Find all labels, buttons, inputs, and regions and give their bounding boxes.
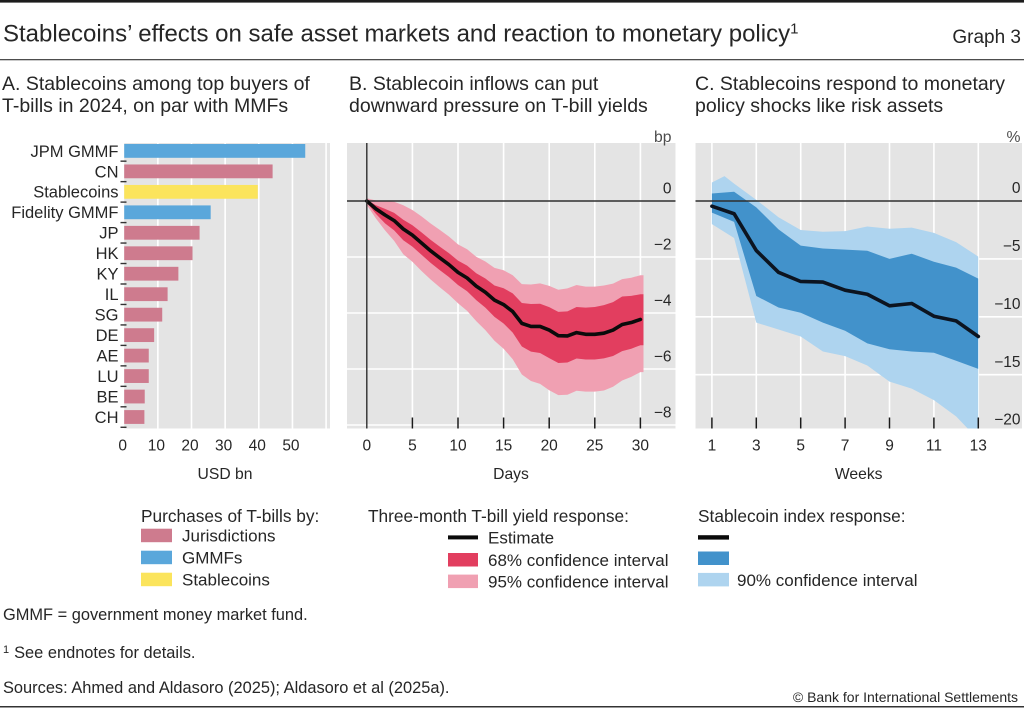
svg-text:−15: −15 <box>994 354 1020 371</box>
svg-text:downward pressure on T-bill yi: downward pressure on T-bill yields <box>349 95 648 117</box>
svg-text:AE: AE <box>96 348 118 366</box>
svg-text:Graph 3: Graph 3 <box>952 27 1021 48</box>
svg-text:−6: −6 <box>654 349 672 366</box>
svg-text:5: 5 <box>408 438 417 455</box>
svg-text:C. Stablecoins respond to mone: C. Stablecoins respond to monetary <box>695 73 1005 95</box>
svg-text:−8: −8 <box>654 405 672 422</box>
svg-text:© Bank for International Settl: © Bank for International Settlements <box>793 689 1018 705</box>
svg-text:HK: HK <box>96 245 119 263</box>
svg-text:DE: DE <box>96 327 119 345</box>
svg-text:JPM GMMF: JPM GMMF <box>31 143 119 161</box>
svg-text:7: 7 <box>841 438 850 455</box>
svg-text:0: 0 <box>1012 180 1021 197</box>
svg-text:30: 30 <box>632 438 650 455</box>
svg-text:A. Stablecoins among top buyer: A. Stablecoins among top buyers of <box>2 73 310 95</box>
svg-text:IL: IL <box>105 286 119 304</box>
svg-text:Days: Days <box>493 466 529 483</box>
svg-text:0: 0 <box>362 438 371 455</box>
svg-text:BE: BE <box>96 388 118 406</box>
svg-text:JP: JP <box>99 225 118 243</box>
svg-text:bp: bp <box>654 129 672 146</box>
svg-text:20: 20 <box>181 438 199 455</box>
svg-text:GMMF = government money market: GMMF = government money market fund. <box>3 606 308 624</box>
svg-text:CH: CH <box>95 409 119 427</box>
svg-text:Jurisdictions: Jurisdictions <box>182 527 276 546</box>
svg-text:−2: −2 <box>654 237 672 254</box>
svg-text:9: 9 <box>885 438 894 455</box>
svg-text:Purchases of T-bills by:: Purchases of T-bills by: <box>141 506 319 526</box>
svg-text:KY: KY <box>96 266 118 284</box>
svg-text:11: 11 <box>926 438 942 455</box>
svg-text:0: 0 <box>663 181 672 198</box>
svg-text:−5: −5 <box>1003 238 1021 255</box>
svg-text:GMMFs: GMMFs <box>182 549 242 568</box>
svg-text:Estimate: Estimate <box>488 529 554 548</box>
svg-text:Sources: Ahmed and Aldasoro (2: Sources: Ahmed and Aldasoro (2025); Alda… <box>3 679 449 697</box>
svg-text:B. Stablecoin inflows can put: B. Stablecoin inflows can put <box>349 73 599 95</box>
svg-text:10: 10 <box>449 438 467 455</box>
svg-text:Three-month T-bill yield respo: Three-month T-bill yield response: <box>368 506 629 526</box>
svg-text:68% confidence interval: 68% confidence interval <box>488 551 669 570</box>
svg-text:90% confidence interval: 90% confidence interval <box>737 571 918 590</box>
svg-text:T-bills in 2024, on par with M: T-bills in 2024, on par with MMFs <box>2 95 288 117</box>
svg-text:Stablecoins: Stablecoins <box>33 184 118 202</box>
svg-text:Stablecoin index response:: Stablecoin index response: <box>698 506 906 526</box>
svg-text:5: 5 <box>796 438 805 455</box>
svg-text:15: 15 <box>495 438 512 455</box>
svg-text:−20: −20 <box>994 412 1021 429</box>
svg-text:10: 10 <box>148 438 166 455</box>
svg-text:policy shocks like risk assets: policy shocks like risk assets <box>695 95 943 117</box>
svg-text:USD bn: USD bn <box>198 466 253 483</box>
svg-text:20: 20 <box>541 438 559 455</box>
svg-text:CN: CN <box>95 163 119 181</box>
svg-text:SG: SG <box>95 307 119 325</box>
svg-text:40: 40 <box>249 438 267 455</box>
svg-text:95% confidence interval: 95% confidence interval <box>488 572 669 591</box>
svg-text:50: 50 <box>282 438 300 455</box>
svg-text:13: 13 <box>970 438 987 455</box>
svg-text:%: % <box>1007 129 1021 146</box>
svg-text:Stablecoins: Stablecoins <box>182 571 270 590</box>
svg-text:Stablecoins’ effects on safe a: Stablecoins’ effects on safe asset marke… <box>3 21 798 48</box>
svg-text:25: 25 <box>586 438 603 455</box>
svg-text:3: 3 <box>752 438 761 455</box>
svg-text:0: 0 <box>118 438 127 455</box>
svg-text:Fidelity GMMF: Fidelity GMMF <box>11 204 118 222</box>
svg-text:Weeks: Weeks <box>835 466 883 483</box>
svg-text:30: 30 <box>215 438 233 455</box>
svg-text:1: 1 <box>708 438 717 455</box>
svg-text:LU: LU <box>97 368 118 386</box>
svg-text:−10: −10 <box>994 296 1021 313</box>
svg-text:−4: −4 <box>654 293 672 310</box>
